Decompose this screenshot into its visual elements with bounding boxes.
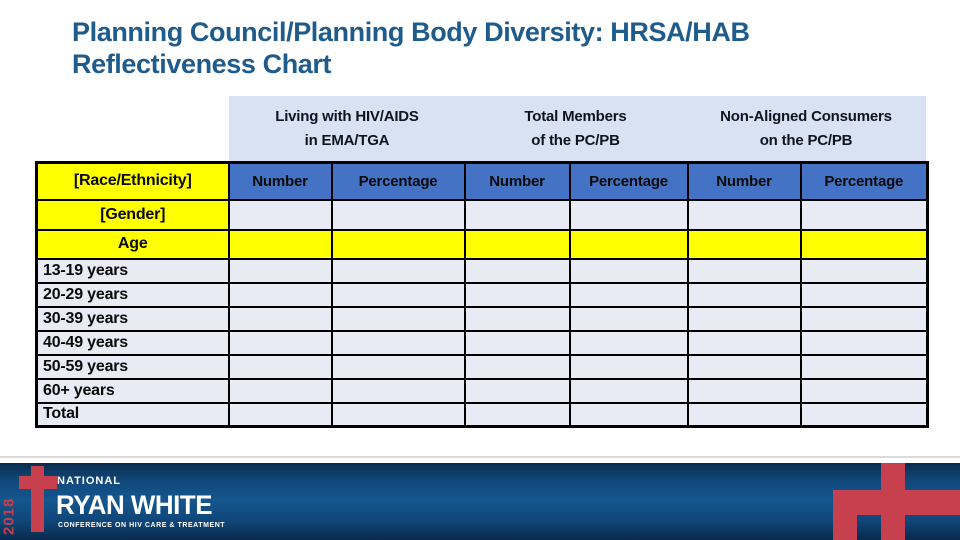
row-label-race-ethnicity: [Race/Ethnicity] — [35, 161, 230, 201]
data-cell — [463, 377, 571, 404]
data-cell — [568, 377, 689, 404]
data-cell — [330, 257, 466, 284]
row-label: 13-19 years — [35, 257, 230, 284]
group-header-living-with-hiv: Living with HIV/AIDS in EMA/TGA — [275, 108, 419, 149]
group-header-total-members: Total Members of the PC/PB — [524, 108, 627, 149]
reflectiveness-table: [Race/Ethnicity] Number Percentage Numbe… — [35, 161, 929, 428]
row-label: 40-49 years — [35, 329, 230, 356]
table-row: Age — [35, 228, 929, 260]
data-cell — [227, 401, 333, 428]
data-cell — [568, 198, 689, 231]
data-cell — [686, 353, 802, 380]
data-cell — [686, 257, 802, 284]
data-cell — [330, 401, 466, 428]
divider-line — [0, 456, 960, 458]
logo-national-label: NATIONAL — [57, 475, 122, 487]
data-cell — [799, 198, 929, 231]
ryan-white-conference-logo: 2018 NATIONAL RYAN WHITE CONFERENCE ON H… — [0, 463, 400, 540]
row-label: [Gender] — [35, 198, 230, 231]
data-cell — [330, 198, 466, 231]
data-cell — [463, 228, 571, 260]
column-header-percentage-1: Percentage — [330, 161, 466, 201]
table-row: [Gender] — [35, 198, 929, 231]
data-cell — [799, 353, 929, 380]
footer-banner: 2018 NATIONAL RYAN WHITE CONFERENCE ON H… — [0, 463, 960, 540]
row-label: Age — [35, 228, 230, 260]
column-header-number-3: Number — [686, 161, 802, 201]
data-cell — [799, 257, 929, 284]
data-cell — [463, 198, 571, 231]
data-cell — [799, 281, 929, 308]
data-cell — [463, 305, 571, 332]
table-row: 40-49 years — [35, 329, 929, 356]
data-cell — [686, 198, 802, 231]
row-label: 50-59 years — [35, 353, 230, 380]
logo-cross-icon — [19, 476, 57, 489]
data-cell — [686, 281, 802, 308]
row-label: 30-39 years — [35, 305, 230, 332]
data-cell — [227, 281, 333, 308]
data-cell — [330, 329, 466, 356]
data-cell — [686, 377, 802, 404]
data-cell — [568, 257, 689, 284]
column-header-percentage-3: Percentage — [799, 161, 929, 201]
data-cell — [227, 305, 333, 332]
data-cell — [330, 377, 466, 404]
data-cell — [686, 329, 802, 356]
data-cell — [799, 228, 929, 260]
logo-year-label: 2018 — [0, 497, 18, 535]
data-cell — [799, 329, 929, 356]
table-row: 30-39 years — [35, 305, 929, 332]
data-cell — [227, 353, 333, 380]
row-label: Total — [35, 401, 230, 428]
table-row: 60+ years — [35, 377, 929, 404]
data-cell — [568, 305, 689, 332]
logo-tagline-label: CONFERENCE ON HIV CARE & TREATMENT — [58, 522, 226, 529]
banner-cross-decoration — [833, 490, 857, 540]
data-cell — [463, 329, 571, 356]
data-cell — [227, 198, 333, 231]
table-subheader-row: [Race/Ethnicity] Number Percentage Numbe… — [35, 161, 929, 201]
group-header-non-aligned-consumers: Non-Aligned Consumers on the PC/PB — [720, 108, 892, 149]
data-cell — [568, 353, 689, 380]
column-header-number-2: Number — [463, 161, 571, 201]
column-header-percentage-2: Percentage — [568, 161, 689, 201]
table-row: 13-19 years — [35, 257, 929, 284]
data-cell — [330, 305, 466, 332]
data-cell — [799, 305, 929, 332]
data-cell — [463, 353, 571, 380]
column-header-number-1: Number — [227, 161, 333, 201]
data-cell — [227, 377, 333, 404]
table-row: Total — [35, 401, 929, 428]
row-label: 20-29 years — [35, 281, 230, 308]
data-cell — [568, 329, 689, 356]
data-cell — [227, 329, 333, 356]
data-cell — [463, 281, 571, 308]
data-cell — [568, 281, 689, 308]
data-cell — [330, 228, 466, 260]
data-cell — [568, 401, 689, 428]
data-cell — [330, 281, 466, 308]
page-title: Planning Council/Planning Body Diversity… — [72, 17, 750, 80]
data-cell — [227, 228, 333, 260]
data-cell — [799, 401, 929, 428]
data-cell — [330, 353, 466, 380]
data-cell — [227, 257, 333, 284]
data-cell — [568, 228, 689, 260]
table-row: 20-29 years — [35, 281, 929, 308]
logo-brand-label: RYAN WHITE — [56, 490, 213, 520]
data-cell — [799, 377, 929, 404]
data-cell — [686, 305, 802, 332]
data-cell — [686, 401, 802, 428]
table-group-header-band: Living with HIV/AIDS in EMA/TGA Total Me… — [229, 96, 926, 161]
table-row: 50-59 years — [35, 353, 929, 380]
data-cell — [463, 401, 571, 428]
row-label: 60+ years — [35, 377, 230, 404]
data-cell — [463, 257, 571, 284]
data-cell — [686, 228, 802, 260]
